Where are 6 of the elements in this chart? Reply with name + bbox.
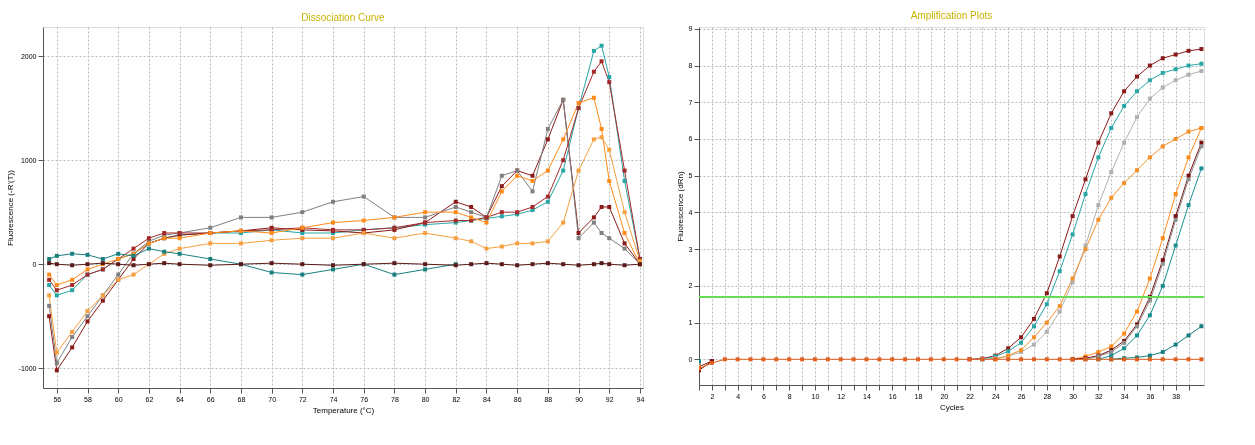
chart-title: Amplification Plots bbox=[910, 9, 993, 21]
chart-title: Dissociation Curve bbox=[301, 12, 386, 23]
y-axis-title: Fluorescence (dRn) bbox=[675, 171, 685, 242]
x-axis-title: Cycles bbox=[939, 402, 965, 412]
x-axis-title: Temperature (°C) bbox=[312, 405, 375, 415]
y-axis-title: Fluorescence (-R'(T)) bbox=[5, 169, 15, 246]
